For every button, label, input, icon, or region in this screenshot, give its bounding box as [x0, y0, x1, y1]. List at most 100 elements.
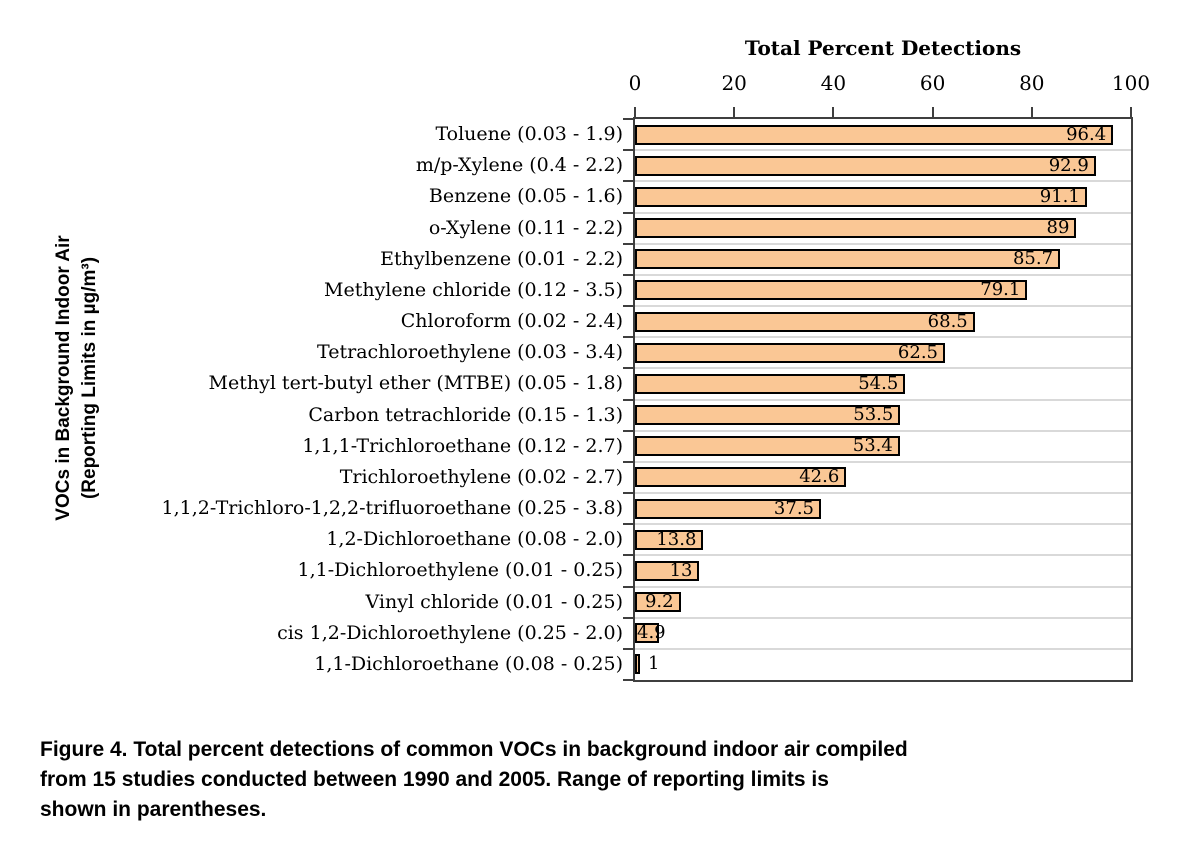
- bar-value-label: 53.4: [852, 435, 893, 457]
- bar: [635, 436, 900, 457]
- y-axis-tick: [623, 616, 633, 619]
- category-label: Trichloroethylene (0.02 - 2.7): [339, 465, 623, 488]
- caption-line-2: from 15 studies conducted between 1990 a…: [40, 768, 829, 791]
- bar: [635, 654, 640, 675]
- y-axis-tick: [623, 429, 633, 432]
- bar-value-label: 37.5: [773, 497, 814, 519]
- gridline: [635, 336, 1131, 339]
- bar: [635, 186, 1087, 207]
- category-label: Methylene chloride (0.12 - 3.5): [324, 278, 623, 301]
- gridline: [635, 460, 1131, 463]
- x-axis-tick: [1030, 107, 1033, 117]
- bar-value-label: 13.8: [656, 528, 697, 550]
- x-axis-tick: [832, 107, 835, 117]
- x-axis-tick: [733, 107, 736, 117]
- y-axis-tick: [623, 242, 633, 245]
- y-axis-tick: [623, 460, 633, 463]
- bar-value-label: 92.9: [1048, 154, 1089, 176]
- bar-value-label: 53.5: [853, 404, 894, 426]
- chart-title: Total Percent Detections: [744, 36, 1022, 60]
- gridline: [635, 305, 1131, 307]
- y-axis-tick: [623, 336, 633, 339]
- plot-area: 96.4 92.9 91.1 89 85.7 79.1 68.5 62.5 54.5 53.5 53…: [623, 107, 1133, 682]
- gridline: [635, 149, 1131, 152]
- bar: [635, 560, 700, 581]
- category-label: 1,2-Dichloroethane (0.08 - 2.0): [326, 528, 623, 551]
- gridline: [635, 554, 1131, 557]
- x-axis-tick-label: 100: [1111, 71, 1151, 95]
- y-axis-tick: [623, 211, 633, 214]
- gridline: [635, 647, 1131, 650]
- x-axis-tick-label: 40: [820, 71, 847, 95]
- bar-value-label: 1: [647, 653, 660, 675]
- bar: [635, 529, 704, 550]
- category-label: Carbon tetrachloride (0.15 - 1.3): [308, 403, 623, 426]
- y-axis-tick: [623, 118, 633, 120]
- caption-line-3: shown in parentheses.: [40, 798, 267, 821]
- bar-value-label: 91.1: [1039, 185, 1080, 207]
- gridline: [635, 429, 1131, 432]
- category-label: Toluene (0.03 - 1.9): [435, 123, 623, 145]
- category-label: 1,1-Dichloroethylene (0.01 - 0.25): [297, 559, 624, 582]
- bar: [635, 155, 1096, 176]
- bar-value-label: 85.7: [1012, 248, 1054, 270]
- x-axis-tick-label: 60: [919, 71, 946, 95]
- bar: [635, 467, 847, 488]
- bar-value-label: 68.5: [927, 310, 968, 332]
- category-label: 1,1,1-Trichloroethane (0.12 - 2.7): [302, 434, 623, 457]
- bar: [635, 623, 660, 644]
- figure-caption: Figure 4. Total percent detections of co…: [40, 735, 1040, 825]
- category-label: Ethylbenzene (0.01 - 2.2): [380, 247, 623, 270]
- category-label: cis 1,2-Dichloroethylene (0.25 - 2.0): [277, 621, 623, 644]
- bar-value-label: 4.9: [637, 622, 666, 644]
- bar-value-label: 96.4: [1066, 123, 1107, 145]
- bar-value-label: 13: [669, 559, 693, 581]
- gridline: [635, 616, 1131, 619]
- x-axis-tick: [634, 107, 636, 117]
- bar: [635, 280, 1028, 301]
- x-axis-tick: [1130, 107, 1132, 117]
- y-axis-tick: [623, 523, 633, 526]
- bar-value-label: 54.5: [858, 372, 899, 394]
- category-label: 1,1,2-Trichloro-1,2,2-trifluoroethane (0…: [161, 497, 624, 519]
- gridline: [635, 211, 1131, 214]
- bar: [635, 373, 906, 394]
- caption-line-1: Figure 4. Total percent detections of co…: [40, 738, 908, 761]
- x-axis-tick: [931, 107, 934, 117]
- y-axis-tick: [623, 273, 633, 276]
- y-axis-tick: [623, 305, 633, 307]
- category-label: Methyl tert-butyl ether (MTBE) (0.05 - 1…: [208, 372, 623, 395]
- bar: [635, 498, 821, 519]
- bar: [635, 405, 901, 426]
- x-axis-tick-label: 20: [721, 71, 747, 95]
- bar-value-label: 89: [1046, 217, 1070, 239]
- gridline: [635, 523, 1131, 526]
- y-axis-tick: [623, 647, 633, 650]
- x-axis-tick-label: 80: [1019, 71, 1045, 95]
- gridline: [635, 367, 1131, 370]
- bar: [635, 124, 1114, 145]
- gridline: [635, 492, 1131, 494]
- category-label: Vinyl chloride (0.01 - 0.25): [365, 590, 623, 613]
- x-axis-tick-label: 0: [628, 71, 642, 95]
- bar-value-label: 9.2: [644, 591, 674, 613]
- category-label: Benzene (0.05 - 1.6): [428, 185, 623, 208]
- bar: [635, 342, 945, 363]
- gridline: [635, 398, 1131, 401]
- y-axis-tick: [623, 492, 633, 494]
- y-axis-tick: [623, 367, 633, 370]
- gridline: [635, 242, 1131, 245]
- category-label: Chloroform (0.02 - 2.4): [400, 310, 623, 332]
- category-label: Tetrachloroethylene (0.03 - 3.4): [317, 341, 623, 364]
- gridline: [635, 585, 1131, 588]
- category-label: 1,1-Dichloroethane (0.08 - 0.25): [314, 652, 623, 675]
- bar-value-label: 79.1: [980, 279, 1021, 301]
- bar: [635, 249, 1061, 270]
- y-axis-tick: [623, 180, 633, 183]
- category-label: o-Xylene (0.11 - 2.2): [428, 216, 623, 239]
- bar: [635, 592, 681, 613]
- bar: [635, 311, 975, 332]
- category-label: m/p-Xylene (0.4 - 2.2): [415, 154, 623, 177]
- bar: [635, 218, 1077, 239]
